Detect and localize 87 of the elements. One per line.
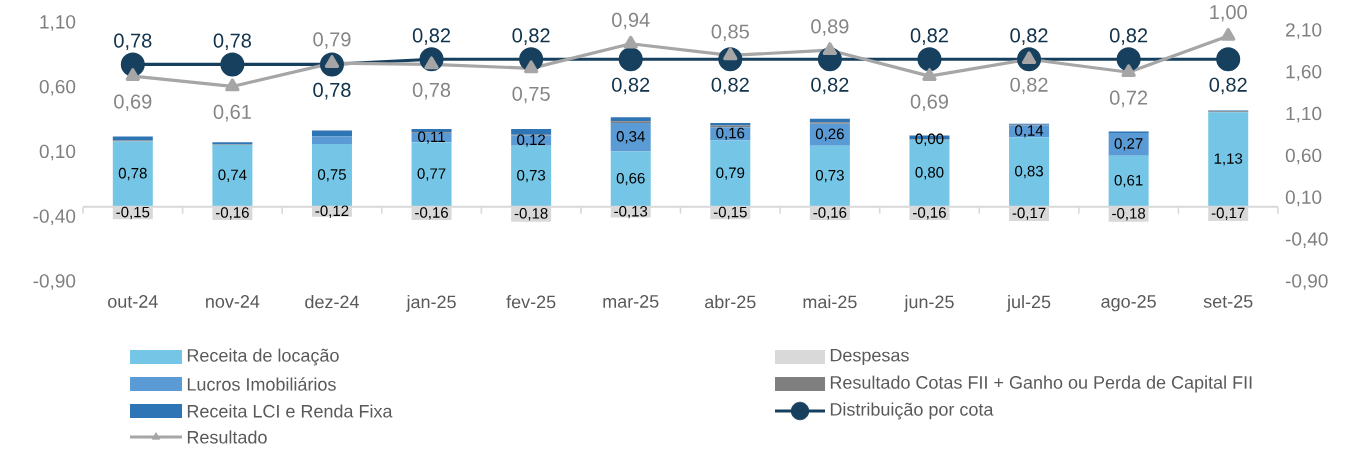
data-label: 0,75 xyxy=(512,86,550,104)
y2-tick-label: 1,10 xyxy=(1286,106,1322,123)
data-label: 0,82 xyxy=(910,28,948,45)
data-label: 0,78 xyxy=(114,33,152,51)
data-label: 0,80 xyxy=(915,167,944,180)
data-label: 0,94 xyxy=(612,12,650,30)
data-label: 0,82 xyxy=(711,77,749,95)
data-label: 0,12 xyxy=(517,134,545,147)
data-label: 0,82 xyxy=(612,77,650,95)
x-tick-label: fev-25 xyxy=(506,295,556,309)
y2-tick-label: 2,10 xyxy=(1286,23,1322,39)
data-label: 0,82 xyxy=(811,77,849,95)
legend-label: Despesas xyxy=(830,348,909,366)
data-label: -0,15 xyxy=(713,206,747,220)
y-tick-label: 1,10 xyxy=(40,15,76,31)
data-label: 0,72 xyxy=(1109,90,1148,108)
legend-label: Distribuição por cota xyxy=(830,402,994,420)
data-label: -0,13 xyxy=(614,205,648,219)
data-label: 0,85 xyxy=(711,24,749,41)
data-label: -0,16 xyxy=(913,207,946,220)
data-label: -0,17 xyxy=(1012,207,1046,220)
data-label: -0,15 xyxy=(116,206,150,220)
data-label: 0,78 xyxy=(118,167,147,181)
data-label: -0,16 xyxy=(415,207,448,220)
y2-tick-label: -0,90 xyxy=(1285,274,1328,290)
x-tick-label: abr-25 xyxy=(705,295,756,309)
data-label: 0,82 xyxy=(512,28,550,45)
data-label: 0,78 xyxy=(313,82,351,100)
data-label: 0,77 xyxy=(417,168,446,181)
legend-label: Lucros Imobiliários xyxy=(187,377,336,391)
data-label: 0,61 xyxy=(1114,174,1143,188)
data-label: 0,82 xyxy=(1010,77,1048,95)
data-label: 0,11 xyxy=(418,131,445,144)
data-label: 0,00 xyxy=(915,133,944,146)
data-label: 0,69 xyxy=(910,94,948,112)
data-label: 0,82 xyxy=(1010,28,1048,45)
data-label: -0,17 xyxy=(1211,207,1245,220)
data-label: 0,66 xyxy=(616,172,645,186)
data-label: 0,14 xyxy=(1015,125,1044,138)
x-tick-label: jul-25 xyxy=(1006,295,1051,312)
legend-label: Receita LCI e Renda Fixa xyxy=(187,404,393,418)
data-label: 0,82 xyxy=(1109,28,1148,45)
data-label: 0,89 xyxy=(811,19,849,36)
x-tick-label: ago-25 xyxy=(1101,295,1156,312)
y2-tick-label: 0,60 xyxy=(1285,148,1322,165)
data-label: 0,74 xyxy=(218,169,247,182)
x-tick-label: dez-24 xyxy=(305,295,359,309)
data-label: 0,69 xyxy=(114,94,152,112)
data-label: -0,16 xyxy=(813,207,847,220)
data-label: 0,26 xyxy=(815,128,844,141)
data-label: 0,27 xyxy=(1114,138,1143,151)
data-label: 1,00 xyxy=(1210,5,1247,22)
x-tick-label: jun-25 xyxy=(904,295,954,312)
x-tick-label: nov-24 xyxy=(206,295,260,308)
data-label: 0,79 xyxy=(313,32,351,49)
y-tick-label: 0,10 xyxy=(39,144,76,161)
x-tick-label: mar-25 xyxy=(603,295,659,308)
data-label: 0,78 xyxy=(412,82,451,100)
x-tick-label: jan-25 xyxy=(406,295,456,312)
data-label: 0,79 xyxy=(716,167,745,180)
data-label: -0,18 xyxy=(1112,208,1146,221)
y-tick-label: 0,60 xyxy=(39,79,76,96)
x-tick-label: out-24 xyxy=(108,295,158,308)
data-label: 0,78 xyxy=(213,33,251,51)
x-tick-label: mai-25 xyxy=(803,295,857,309)
data-label: 0,83 xyxy=(1015,165,1043,179)
legend-label: Resultado Cotas FII + Ganho ou Perda de Capital FII xyxy=(830,375,1252,393)
data-label: 0,75 xyxy=(317,169,346,182)
data-label: 0,34 xyxy=(616,131,645,144)
y2-tick-label: -0,40 xyxy=(1285,232,1328,249)
data-label: -0,18 xyxy=(514,208,548,221)
y-tick-label: -0,90 xyxy=(33,274,76,290)
data-label: -0,16 xyxy=(215,207,249,220)
data-label: 0,16 xyxy=(716,127,745,141)
y2-tick-label: 1,60 xyxy=(1286,64,1322,81)
data-label: 0,61 xyxy=(213,104,251,122)
data-label: 0,82 xyxy=(1209,77,1247,95)
data-label: 0,73 xyxy=(517,169,546,183)
x-tick-label: set-25 xyxy=(1203,295,1253,308)
data-label: 0,73 xyxy=(815,169,844,183)
data-label: -0,12 xyxy=(315,205,349,218)
data-label: 0,82 xyxy=(412,28,451,45)
legend-label: Receita de locação xyxy=(187,348,339,366)
legend-label: Resultado xyxy=(187,430,267,444)
y2-tick-label: 0,10 xyxy=(1285,190,1322,207)
y-tick-label: -0,40 xyxy=(33,209,76,226)
data-label: 1,13 xyxy=(1214,153,1243,166)
